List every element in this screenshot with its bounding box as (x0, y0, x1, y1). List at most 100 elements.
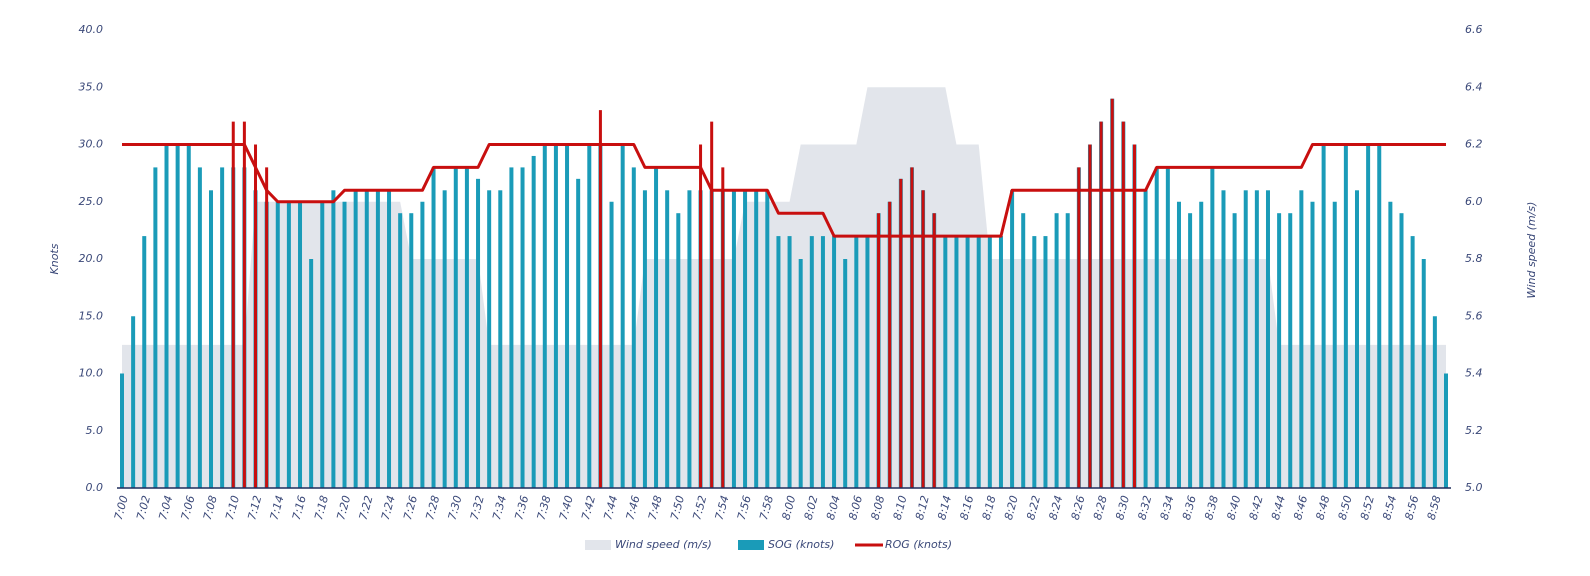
sog-bar (353, 190, 358, 489)
x-tick-label: 7:32 (468, 494, 487, 521)
x-tick-label: 8:10 (891, 494, 910, 521)
x-tick-label: 8:26 (1069, 494, 1088, 521)
x-tick-label: 7:36 (512, 494, 531, 521)
y2-tick-label: 6.0 (1465, 195, 1483, 208)
y-tick-label: 30.0 (79, 138, 104, 151)
x-tick-label: 7:22 (357, 494, 376, 521)
x-tick-label: 7:14 (268, 494, 287, 521)
x-tick-label: 7:38 (535, 494, 554, 521)
sog-bar (965, 236, 970, 488)
sog-bar (331, 190, 336, 489)
x-tick-label: 8:22 (1024, 494, 1043, 521)
sog-bar (765, 190, 770, 489)
x-tick-label: 8:58 (1425, 494, 1444, 521)
x-tick-label: 7:18 (312, 494, 331, 521)
x-tick-label: 7:10 (223, 494, 242, 521)
sog-bar (1043, 236, 1048, 488)
y-tick-label: 5.0 (86, 424, 104, 437)
sog-bar (1366, 144, 1371, 488)
sog-bar (1377, 144, 1382, 488)
sog-bar (654, 167, 659, 488)
sog-bar (364, 190, 369, 489)
x-tick-label: 7:52 (690, 494, 709, 521)
x-tick-label: 8:14 (935, 494, 954, 521)
x-tick-label: 8:24 (1046, 494, 1065, 521)
sog-bar (120, 373, 124, 488)
sog-bar (542, 144, 547, 488)
sog-bar (1432, 316, 1437, 488)
x-tick-label: 8:42 (1247, 494, 1266, 521)
sog-bar (487, 190, 492, 489)
sog-bar (442, 190, 447, 489)
y-tick-label: 10.0 (79, 367, 104, 380)
y-tick-label: 20.0 (79, 252, 104, 265)
sog-bar (631, 167, 636, 488)
sog-bar (587, 144, 592, 488)
x-tick-label: 8:38 (1202, 494, 1221, 521)
sog-bar (298, 201, 303, 488)
sog-bar (1265, 190, 1270, 489)
sog-bar (954, 236, 959, 488)
sog-bar (476, 178, 481, 488)
x-tick-label: 7:28 (423, 494, 442, 521)
sog-bar (464, 167, 469, 488)
y2-tick-label: 6.4 (1465, 80, 1483, 93)
x-tick-label: 8:00 (779, 494, 798, 521)
sog-bar (320, 201, 325, 488)
sog-bar (1421, 259, 1426, 488)
sog-bar (1199, 201, 1204, 488)
x-tick-label: 7:00 (112, 494, 131, 521)
sog-bar (1388, 201, 1393, 488)
x-tick-label: 7:34 (490, 494, 509, 521)
x-tick-label: 8:48 (1313, 494, 1332, 521)
x-tick-label: 7:48 (646, 494, 665, 521)
sog-bar (809, 236, 814, 488)
sog-bar (209, 190, 214, 489)
y2-tick-label: 5.0 (1465, 481, 1483, 494)
sog-bar (1010, 190, 1015, 489)
sog-bar (687, 190, 692, 489)
sog-bar (286, 201, 291, 488)
legend-swatch (585, 540, 611, 550)
sog-bar (1288, 213, 1293, 488)
x-tick-label: 7:40 (557, 494, 576, 521)
sog-bar (142, 236, 147, 488)
x-tick-label: 7:02 (134, 494, 153, 521)
y-tick-label: 35.0 (79, 80, 104, 93)
sog-bar (398, 213, 403, 488)
sog-bar (865, 236, 870, 488)
sog-bar (153, 167, 158, 488)
x-tick-label: 8:08 (868, 494, 887, 521)
sog-bar (1444, 373, 1448, 488)
sog-bar (509, 167, 514, 488)
x-tick-label: 8:12 (913, 494, 932, 521)
legend-swatch (738, 540, 764, 550)
sog-bar (743, 190, 748, 489)
sog-bar (987, 236, 992, 488)
x-tick-label: 7:04 (156, 494, 175, 521)
sog-bar (197, 167, 202, 488)
y-tick-label: 25.0 (79, 195, 104, 208)
x-tick-label: 8:52 (1358, 494, 1377, 521)
y-tick-label: 40.0 (79, 23, 104, 36)
x-tick-label: 7:30 (446, 494, 465, 521)
sog-bar (1176, 201, 1181, 488)
x-tick-label: 8:16 (957, 494, 976, 521)
x-tick-label: 8:36 (1180, 494, 1199, 521)
x-tick-label: 8:18 (980, 494, 999, 521)
x-tick-label: 8:40 (1224, 494, 1243, 521)
y2-tick-label: 6.6 (1465, 23, 1483, 36)
x-tick-label: 8:28 (1091, 494, 1110, 521)
sog-bar (1054, 213, 1059, 488)
rog-line (122, 143, 1446, 238)
sog-bar (754, 190, 759, 489)
sog-bar (820, 236, 825, 488)
sog-bar (843, 259, 848, 488)
sog-bar (620, 144, 625, 488)
sog-bar (1332, 201, 1337, 488)
sog-bar (1165, 167, 1170, 488)
x-tick-label: 7:46 (624, 494, 643, 521)
sog-bar (1343, 144, 1348, 488)
x-tick-label: 7:20 (334, 494, 353, 521)
